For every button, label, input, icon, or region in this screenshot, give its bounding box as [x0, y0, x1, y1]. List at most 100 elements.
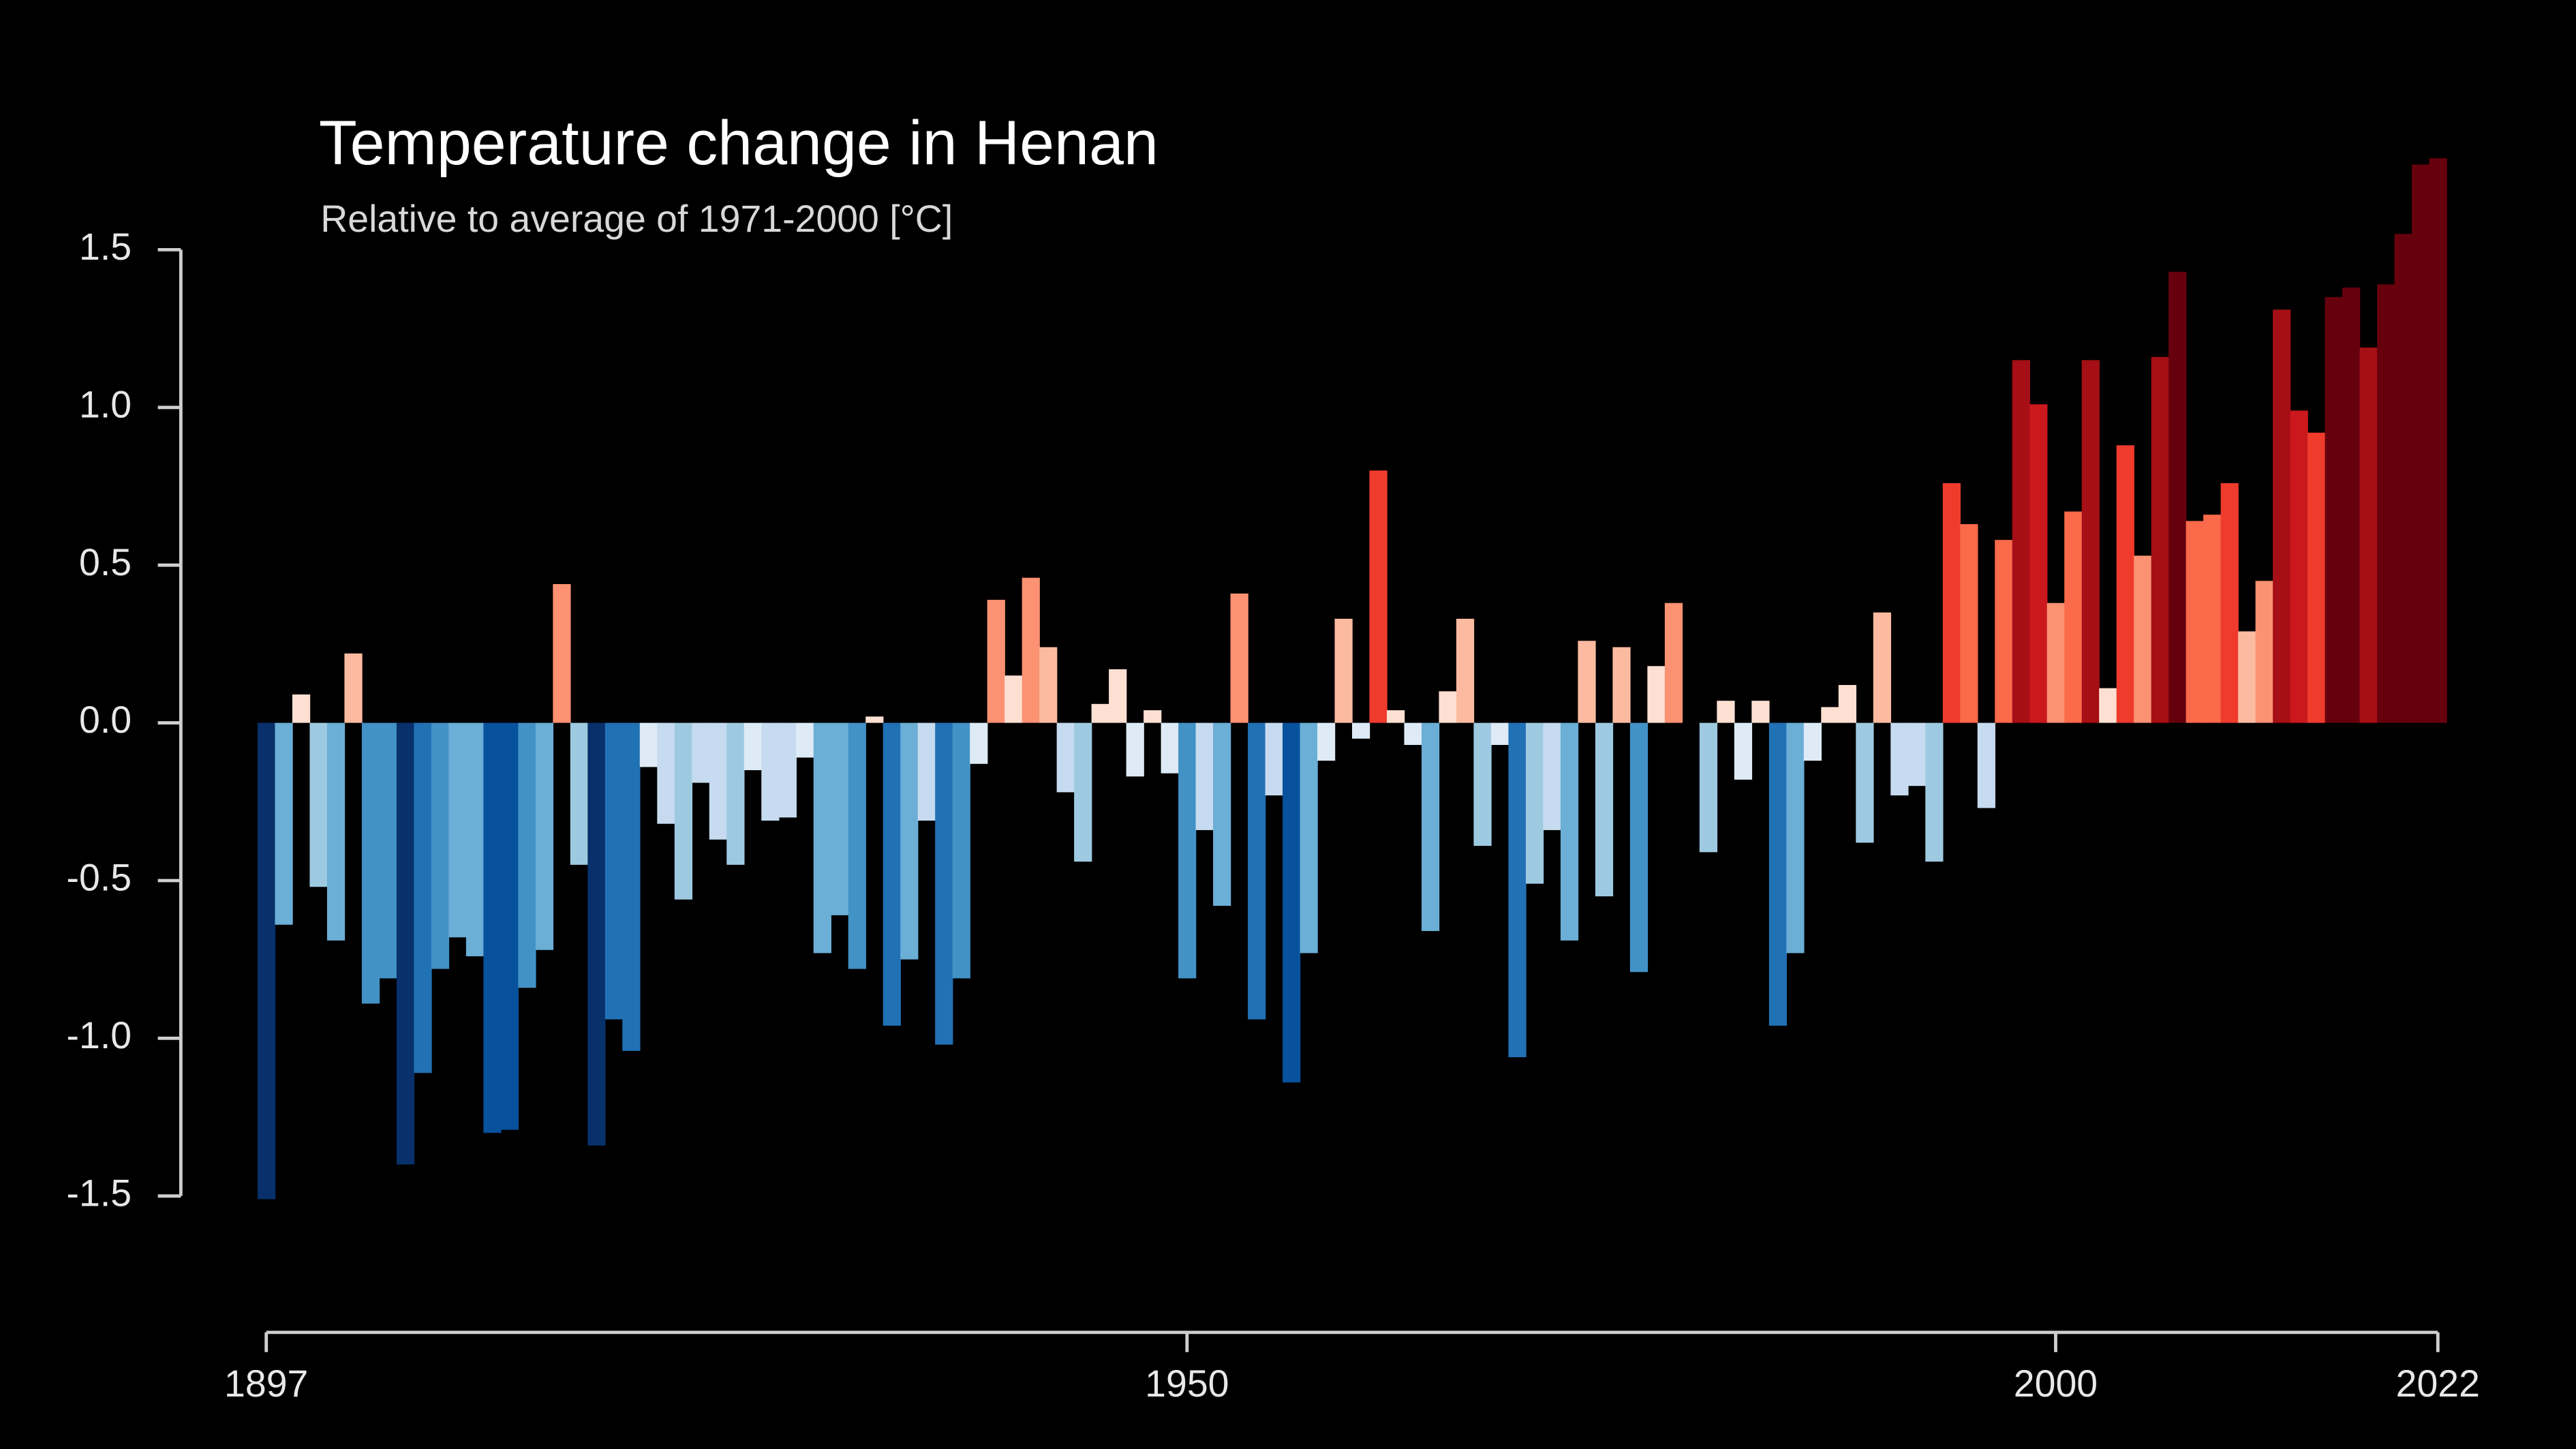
bar: [344, 653, 363, 723]
x-tick-label: 1950: [1145, 1362, 1229, 1405]
bar: [1578, 641, 1596, 723]
bar: [692, 722, 710, 783]
bar: [309, 722, 328, 887]
bar: [1334, 618, 1353, 723]
bar: [709, 722, 727, 840]
bar: [900, 722, 919, 960]
bar: [553, 583, 571, 723]
bar: [2151, 356, 2169, 723]
bar: [2290, 410, 2308, 723]
bar: [2220, 483, 2239, 723]
bar: [657, 722, 675, 824]
bar: [326, 722, 346, 941]
bar: [535, 722, 554, 950]
bar: [2134, 555, 2152, 723]
bar: [1995, 540, 2013, 723]
bar: [2081, 360, 2100, 723]
bar: [1439, 691, 1457, 723]
bar: [1734, 722, 1753, 780]
bar: [1056, 722, 1075, 793]
bar: [465, 722, 485, 957]
y-tick-label: -1.0: [67, 1014, 132, 1056]
bar: [448, 722, 467, 938]
x-tick-label: 2022: [2396, 1362, 2480, 1405]
bar: [2046, 603, 2065, 723]
bar: [2273, 309, 2291, 723]
bar: [813, 722, 831, 954]
y-tick-label: -1.5: [67, 1172, 132, 1214]
bar: [1386, 710, 1405, 723]
bar: [1490, 722, 1509, 745]
bar: [2325, 296, 2343, 723]
bar: [2359, 347, 2378, 723]
bar: [674, 722, 693, 900]
bar: [2168, 271, 2187, 723]
bar: [1005, 675, 1023, 723]
bar: [2255, 581, 2273, 723]
bar: [483, 722, 502, 1133]
x-tick-label: 1897: [224, 1362, 308, 1405]
bar: [1283, 722, 1301, 1083]
bar: [2099, 688, 2117, 723]
bar: [1768, 722, 1788, 1026]
bar: [1473, 722, 1492, 846]
bar: [275, 722, 293, 925]
bar: [1265, 722, 1283, 796]
bar: [1317, 722, 1336, 761]
bar: [570, 722, 589, 865]
bar: [743, 722, 762, 771]
bar: [2342, 287, 2361, 723]
bar: [361, 722, 380, 1004]
bar: [431, 722, 450, 969]
bar: [1751, 701, 1770, 723]
bar: [1664, 603, 1683, 723]
bar: [883, 722, 901, 1026]
bar: [518, 722, 536, 988]
bar: [1856, 722, 1874, 843]
bar: [865, 716, 884, 723]
bar: [1525, 722, 1544, 884]
bar: [1213, 722, 1231, 906]
bar: [1109, 669, 1127, 723]
bar: [1786, 722, 1805, 954]
bar: [1161, 722, 1179, 774]
bar: [414, 722, 432, 1073]
bar: [1803, 722, 1822, 761]
bar: [1230, 593, 1248, 723]
bar: [2238, 631, 2256, 723]
bar: [1352, 722, 1370, 739]
bar: [604, 722, 624, 1020]
bar: [500, 722, 519, 1130]
bar: [2412, 164, 2430, 723]
bar: [1960, 524, 1978, 723]
bar: [1022, 577, 1040, 723]
bar: [1942, 483, 1961, 723]
bar: [1091, 703, 1109, 723]
bar: [1039, 647, 1058, 723]
bar: [935, 722, 953, 1045]
bar: [2203, 515, 2222, 723]
bar: [622, 722, 641, 1051]
bar: [917, 722, 936, 821]
bar: [1144, 710, 1162, 723]
bar: [639, 722, 658, 767]
bar: [1508, 722, 1527, 1058]
bar: [1821, 707, 1839, 723]
bar: [1421, 722, 1440, 932]
bar: [1369, 470, 1387, 723]
bar: [1195, 722, 1214, 830]
bar: [396, 722, 415, 1165]
bar: [1717, 701, 1735, 723]
bar: [1629, 722, 1649, 973]
bar: [1925, 722, 1944, 862]
bar: [1890, 722, 1909, 796]
bar: [1560, 722, 1579, 941]
bar: [1300, 722, 1318, 954]
bar: [952, 722, 970, 979]
bar: [2394, 234, 2412, 723]
bar: [379, 722, 397, 979]
bar: [796, 722, 814, 758]
bar: [1647, 666, 1666, 723]
y-tick-label: 0.5: [79, 541, 132, 583]
